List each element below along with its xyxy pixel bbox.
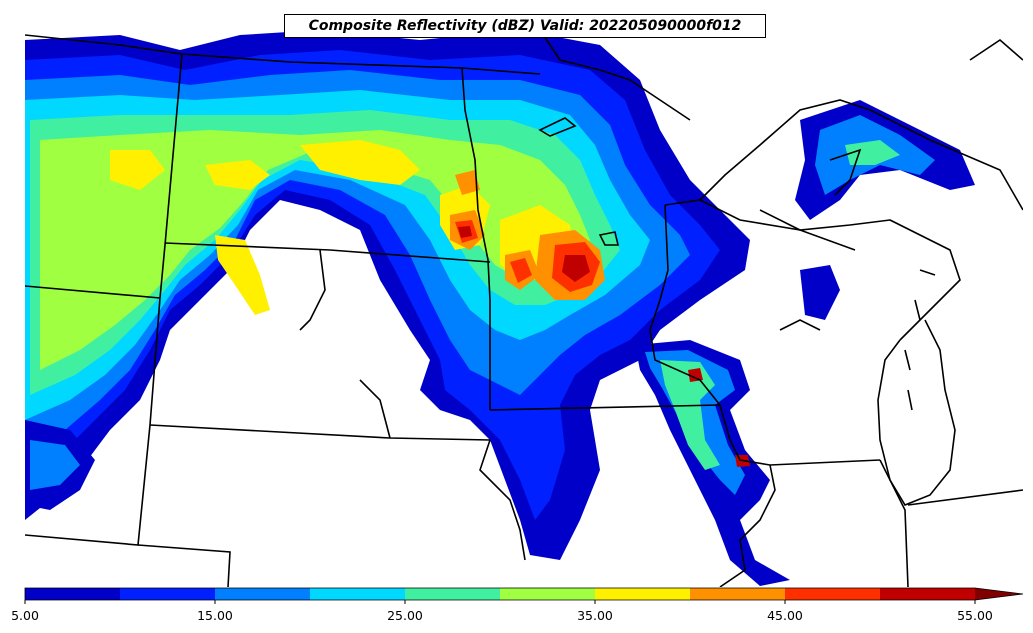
colorbar-tick-label: 15.00 — [197, 608, 233, 623]
colorbar-outline — [24, 587, 1024, 601]
colorbar-bin — [25, 588, 121, 600]
colorbar — [24, 587, 1024, 604]
colorbar-bin — [880, 588, 976, 600]
map-title: Composite Reflectivity (dBZ) Valid: 2022… — [284, 14, 766, 38]
reflectivity-layer — [25, 30, 975, 586]
colorbar-bin — [690, 588, 786, 600]
colorbar-bin — [310, 588, 406, 600]
colorbar-bin — [785, 588, 881, 600]
colorbar-tick-label: 45.00 — [767, 608, 803, 623]
state-boundaries — [25, 29, 1023, 587]
colorbar-tick-label: 35.00 — [577, 608, 613, 623]
colorbar-bin — [595, 588, 691, 600]
colorbar-bin — [500, 588, 596, 600]
colorbar-bin — [405, 588, 501, 600]
colorbar-bin — [215, 588, 311, 600]
colorbar-tick-label: 5.00 — [11, 608, 39, 623]
colorbar-tick-label: 55.00 — [957, 608, 993, 623]
colorbar-extend-arrow — [975, 588, 1023, 600]
colorbar-bin — [120, 588, 216, 600]
colorbar-tick-label: 25.00 — [387, 608, 423, 623]
